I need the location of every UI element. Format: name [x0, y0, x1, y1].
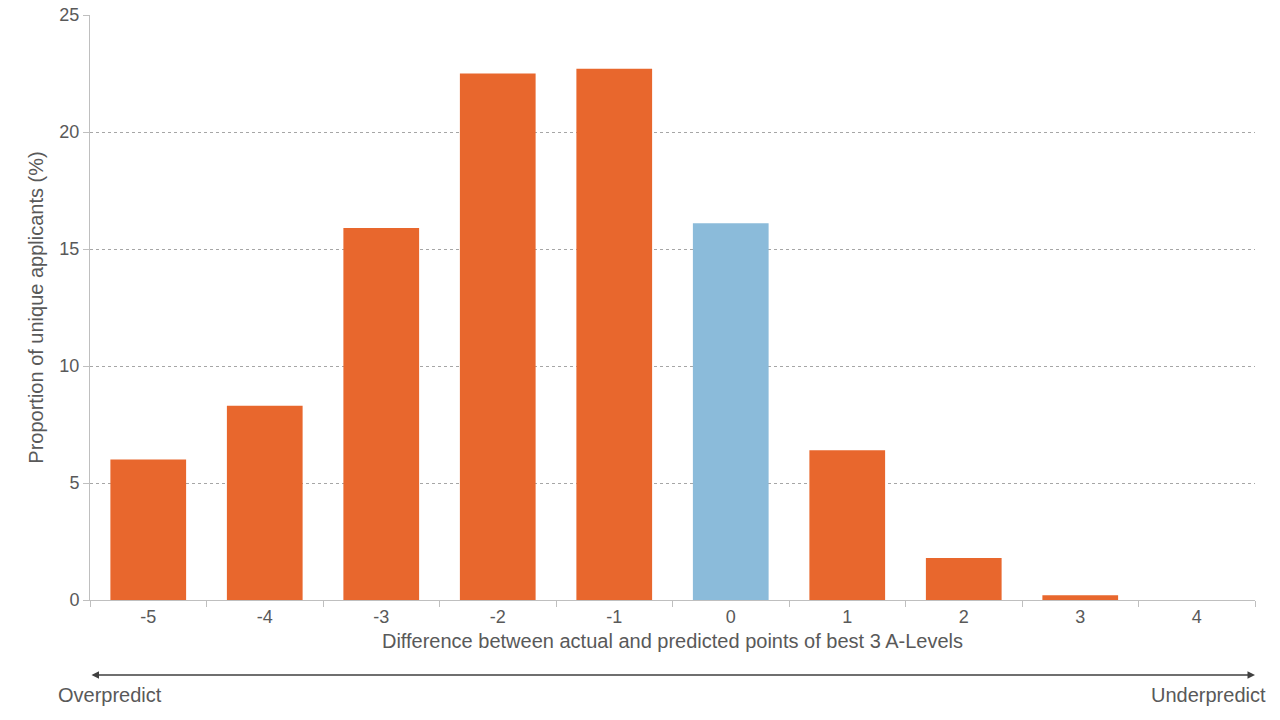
- svg-text:0: 0: [726, 607, 736, 627]
- svg-text:25: 25: [59, 5, 79, 25]
- svg-text:Underpredict: Underpredict: [1151, 684, 1266, 706]
- svg-text:-1: -1: [606, 607, 622, 627]
- svg-text:-3: -3: [373, 607, 389, 627]
- svg-text:Proportion of unique applicant: Proportion of unique applicants (%): [25, 151, 47, 463]
- svg-text:20: 20: [59, 122, 79, 142]
- svg-text:-4: -4: [257, 607, 273, 627]
- svg-text:10: 10: [59, 356, 79, 376]
- svg-text:3: 3: [1075, 607, 1085, 627]
- svg-text:Difference between actual and: Difference between actual and predicted …: [382, 630, 963, 652]
- svg-text:Overpredict: Overpredict: [58, 684, 162, 706]
- svg-text:15: 15: [59, 239, 79, 259]
- svg-text:1: 1: [842, 607, 852, 627]
- svg-text:0: 0: [69, 590, 79, 610]
- svg-text:5: 5: [69, 473, 79, 493]
- svg-text:2: 2: [959, 607, 969, 627]
- svg-text:4: 4: [1192, 607, 1202, 627]
- svg-text:-5: -5: [140, 607, 156, 627]
- svg-text:-2: -2: [490, 607, 506, 627]
